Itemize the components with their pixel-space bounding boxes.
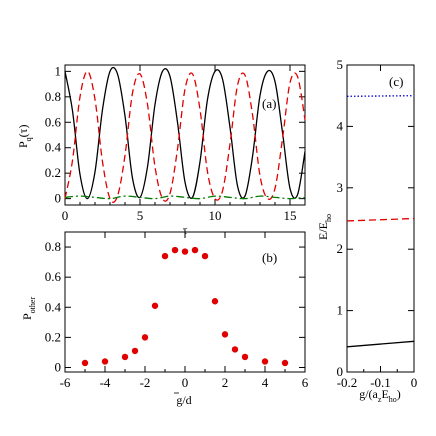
- y-tick-label: 4: [337, 118, 344, 133]
- panel-b-point: [141, 334, 149, 341]
- panel-b-point: [221, 331, 229, 338]
- x-tick-label: -2: [140, 375, 151, 390]
- panel-b-point: [201, 252, 209, 260]
- panel-b-point: [191, 246, 199, 254]
- y-tick-label: 1: [337, 303, 344, 318]
- panel-a-ylabel-main: P: [16, 141, 30, 148]
- x-tick-label: -0.1: [370, 375, 391, 390]
- panel-c-ticks: -0.2 -0.1 0 0 1 2 3 4 5: [337, 57, 418, 390]
- y-tick-label: 0: [55, 191, 62, 206]
- x-tick-label: 0: [182, 375, 189, 390]
- panel-b-xlabel: g/d: [176, 393, 191, 407]
- panel-a-ylabel-sub: q: [24, 137, 33, 141]
- panel-c-ylabel-main: E/E: [316, 222, 330, 240]
- panel-b-point: [121, 353, 129, 361]
- panel-b-point: [211, 298, 219, 305]
- x-tick-label: 6: [302, 375, 309, 390]
- panel-b-label: (b): [262, 250, 277, 265]
- panel-b-ylabel: Pother: [20, 297, 37, 320]
- panel-a: 0 5 10 15 0 0.2 0.4 0.6 0.8 1 (a) τ Pq(τ): [16, 63, 306, 237]
- panel-b-ylabel-main: P: [20, 313, 34, 320]
- panel-b-ylabel-sub: other: [28, 297, 37, 314]
- x-tick-label: 2: [222, 375, 229, 390]
- panel-b-point: [131, 347, 139, 355]
- y-tick-label: 0.4: [45, 299, 62, 314]
- panel-b-point: [281, 359, 289, 367]
- panel-c-xlabel-sub2: ho: [389, 395, 397, 404]
- panel-c-xlabel-main: g/(a: [359, 387, 378, 401]
- panel-c-ylabel: E/Eho: [316, 214, 333, 240]
- panel-c-series-0-line: [346, 340, 415, 348]
- y-tick-label: 0.6: [45, 269, 62, 284]
- x-tick-label: 5: [137, 208, 144, 223]
- x-tick-label: -4: [100, 375, 111, 390]
- panel-b-point: [181, 248, 189, 255]
- panel-c-xlabel: g/(azEho): [359, 387, 401, 404]
- x-tick-label: -0.2: [337, 375, 358, 390]
- y-tick-label: 0.8: [45, 239, 61, 254]
- panel-a-series: [64, 66, 306, 203]
- y-tick-label: 3: [337, 180, 344, 195]
- panel-b-point: [151, 302, 159, 309]
- y-tick-label: 0.2: [45, 329, 61, 344]
- panel-c-series: [346, 95, 415, 348]
- panel-b-points: [81, 246, 289, 367]
- panel-c-series-1-line: [346, 217, 415, 222]
- y-tick-label: 5: [337, 57, 344, 72]
- y-tick-label: 2: [337, 241, 344, 256]
- panel-b: -6 -4 -2 0 2 4 6 0 0.2 0.4 0.6 0.8 (b) g/d Pother: [20, 231, 309, 407]
- panel-c-series-2-line: [346, 95, 415, 97]
- panel-b-point: [261, 358, 269, 365]
- y-tick-label: 1: [55, 63, 62, 78]
- y-tick-label: 0: [337, 364, 344, 379]
- x-tick-label: -6: [60, 375, 71, 390]
- panel-a-series-0-line: [64, 66, 306, 200]
- y-tick-label: 0.8: [45, 89, 61, 104]
- panel-b-point: [171, 246, 179, 254]
- x-tick-label: 10: [209, 208, 222, 223]
- x-tick-label: 15: [284, 208, 297, 223]
- panel-a-ylabel-tail: (τ): [16, 124, 30, 137]
- panel-c-xlabel-tail: ): [397, 387, 401, 401]
- panel-c-ylabel-sub: ho: [324, 214, 333, 222]
- panel-b-point: [241, 353, 249, 361]
- panel-a-xlabel: τ: [183, 223, 188, 237]
- panel-b-point: [161, 252, 169, 260]
- y-tick-label: 0.4: [45, 140, 62, 155]
- y-tick-label: 0.2: [45, 165, 61, 180]
- panel-a-series-1-line: [64, 70, 306, 203]
- panel-b-ticks: -6 -4 -2 0 2 4 6 0 0.2 0.4 0.6 0.8: [45, 232, 309, 390]
- panel-c-label: (c): [389, 74, 403, 89]
- panel-a-series-2-line: [64, 195, 306, 200]
- panel-a-ylabel: Pq(τ): [16, 124, 33, 148]
- panel-b-point: [231, 346, 239, 353]
- y-tick-label: 0.6: [45, 114, 62, 129]
- x-tick-label: 0: [62, 208, 69, 223]
- x-tick-label: 4: [262, 375, 269, 390]
- panel-b-point: [81, 359, 89, 367]
- x-tick-label: 0: [411, 375, 418, 390]
- panel-c-xlabel-mid: E: [381, 387, 388, 401]
- panel-a-ticks: 0 5 10 15 0 0.2 0.4 0.6 0.8 1: [45, 63, 306, 223]
- y-tick-label: 0: [55, 359, 62, 374]
- panel-a-label: (a): [262, 96, 276, 111]
- panel-c-xlabel-sub1: z: [378, 395, 382, 404]
- panel-b-point: [101, 358, 109, 365]
